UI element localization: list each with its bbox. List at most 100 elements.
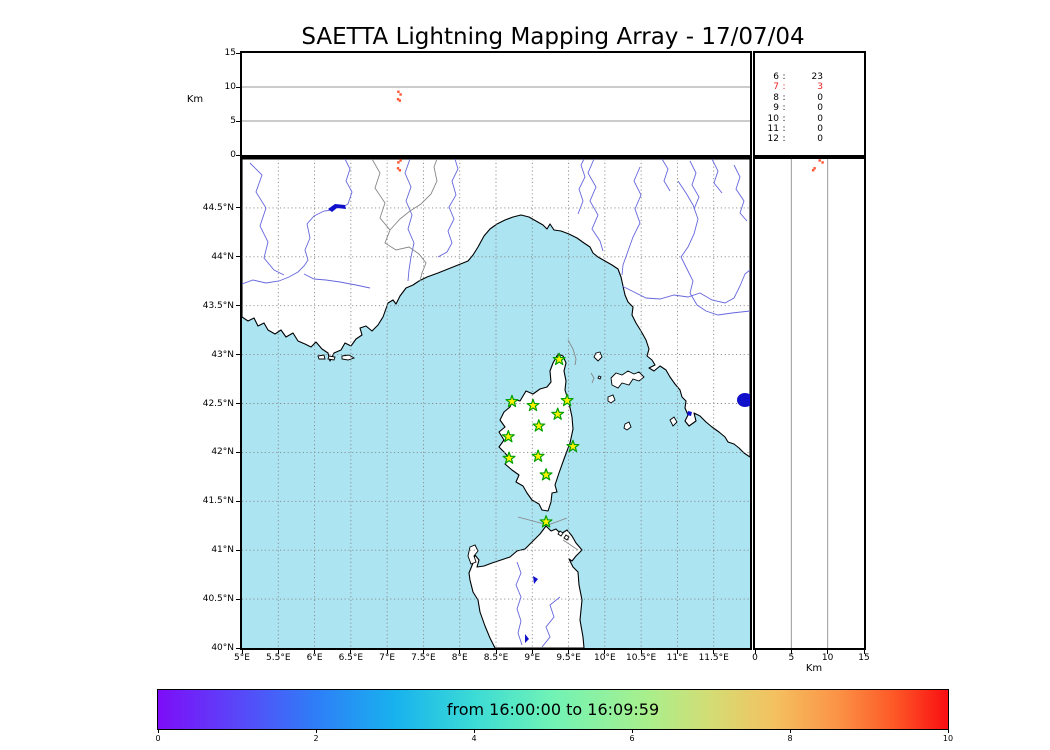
lat-tick <box>236 647 240 649</box>
figure-title: SAETTA Lightning Mapping Array - 17/07/0… <box>301 24 805 50</box>
lma-station-star <box>552 352 566 366</box>
right-panel-xtick-label: 5 <box>788 653 795 663</box>
river-line <box>689 160 700 210</box>
lat-tick <box>236 354 240 356</box>
right-panel-xtick <box>827 650 829 654</box>
source-count-box: 6: 23 7: 3 8: 0 9: 0 10: 0 11: 0 12: 0 <box>753 51 866 157</box>
lma-station-star <box>531 449 545 462</box>
lon-tick <box>422 650 424 654</box>
lon-tick-label: 9.5°E <box>556 653 581 663</box>
river-line <box>661 159 671 192</box>
river-line <box>577 159 586 215</box>
top-panel-ytick-label: 15 <box>224 48 236 58</box>
lightning-source-point <box>396 167 400 170</box>
source-count-row: 7: 3 <box>755 82 864 92</box>
lon-tick-label: 8.5°E <box>483 653 509 663</box>
map-panel <box>240 157 752 650</box>
lon-tick <box>531 650 533 654</box>
lon-tick <box>241 650 243 654</box>
source-count-cell: 12 <box>767 134 779 145</box>
lma-station-star <box>539 515 553 528</box>
river-line <box>541 596 561 648</box>
island-coastline <box>317 354 326 360</box>
map-plot <box>242 159 750 648</box>
lightning-source-point <box>818 159 821 162</box>
lma-station-star <box>539 468 553 481</box>
altitude-latitude-plot <box>790 159 829 648</box>
top-panel-ytick <box>236 120 240 122</box>
right-panel-xtick <box>863 650 865 654</box>
corsica-coastline <box>498 353 574 512</box>
river-line <box>587 159 604 252</box>
river-line <box>404 159 415 282</box>
lat-tick <box>236 403 240 404</box>
island-coastline <box>557 530 564 537</box>
source-count-cell: 0 <box>817 123 823 134</box>
lon-tick-label: 9°E <box>524 653 541 663</box>
lon-tick <box>495 650 497 654</box>
colorbar-tick <box>789 730 791 733</box>
lon-tick <box>713 650 715 654</box>
top-panel-ytick <box>236 52 240 54</box>
island-coastline <box>597 375 602 380</box>
lma-station-star <box>501 429 515 443</box>
lake-shape <box>533 576 538 584</box>
river-line <box>711 159 723 194</box>
lightning-source-point <box>811 169 815 172</box>
top-panel-ytick-label: 0 <box>230 150 236 160</box>
river-line <box>677 180 750 316</box>
source-count-cell: : <box>782 134 786 145</box>
source-count-cell: 0 <box>817 113 823 124</box>
lightning-source-point <box>398 99 402 102</box>
river-line <box>733 164 748 222</box>
boundary-line <box>590 372 595 384</box>
lma-station-star <box>502 451 516 464</box>
colorbar-tick-label: 0 <box>155 734 161 743</box>
source-count-cell: : <box>782 82 786 93</box>
lightning-source-point <box>399 159 402 162</box>
source-count-cell: 10 <box>767 113 779 124</box>
source-count-cell: 0 <box>817 134 823 145</box>
lon-tick-label: 5°E <box>234 653 250 663</box>
island-coastline <box>607 394 616 404</box>
colorbar-tick <box>157 730 159 733</box>
lightning-source-point <box>399 93 402 96</box>
lon-tick-label: 10.5°E <box>626 653 657 663</box>
source-count-cell: 7 <box>773 82 779 93</box>
river-line <box>303 273 371 289</box>
boundary-line <box>389 159 438 231</box>
right-panel-xtick <box>754 650 756 654</box>
island-coastline <box>327 355 336 361</box>
lat-tick <box>236 256 240 258</box>
top-panel-ylabel: Km <box>186 94 204 105</box>
lma-station-star <box>505 394 519 408</box>
lma-station-star <box>566 439 580 453</box>
lat-tick-label: 40.5°N <box>202 594 234 605</box>
source-count-cell: : <box>782 103 786 114</box>
river-line <box>437 159 459 258</box>
lake-shape <box>328 204 346 212</box>
lightning-source-point <box>397 161 400 164</box>
source-count-row: 9: 0 <box>755 103 864 113</box>
lma-station-star <box>526 398 540 412</box>
colorbar-tick <box>631 730 633 733</box>
lon-tick <box>640 650 642 654</box>
boundary-line <box>567 339 577 366</box>
lat-tick-label: 41.5°N <box>202 496 234 507</box>
river-line <box>242 209 333 285</box>
lon-tick-label: 6°E <box>306 653 323 663</box>
lon-tick <box>604 650 606 654</box>
lma-station-star <box>532 419 546 432</box>
top-panel-ytick <box>236 154 240 156</box>
source-count-cell: 0 <box>817 92 823 103</box>
colorbar-label: from 16:00:00 to 16:09:59 <box>446 700 660 719</box>
colorbar-tick <box>947 730 949 733</box>
source-count-row: 12: 0 <box>755 134 864 144</box>
lon-tick-label: 7.5°E <box>411 653 436 663</box>
colorbar-tick-label: 2 <box>313 734 319 743</box>
lon-tick <box>676 650 678 654</box>
sardinia-coastline <box>468 525 585 648</box>
source-count-cell: 6 <box>773 72 779 82</box>
source-count-cell: : <box>782 72 786 82</box>
